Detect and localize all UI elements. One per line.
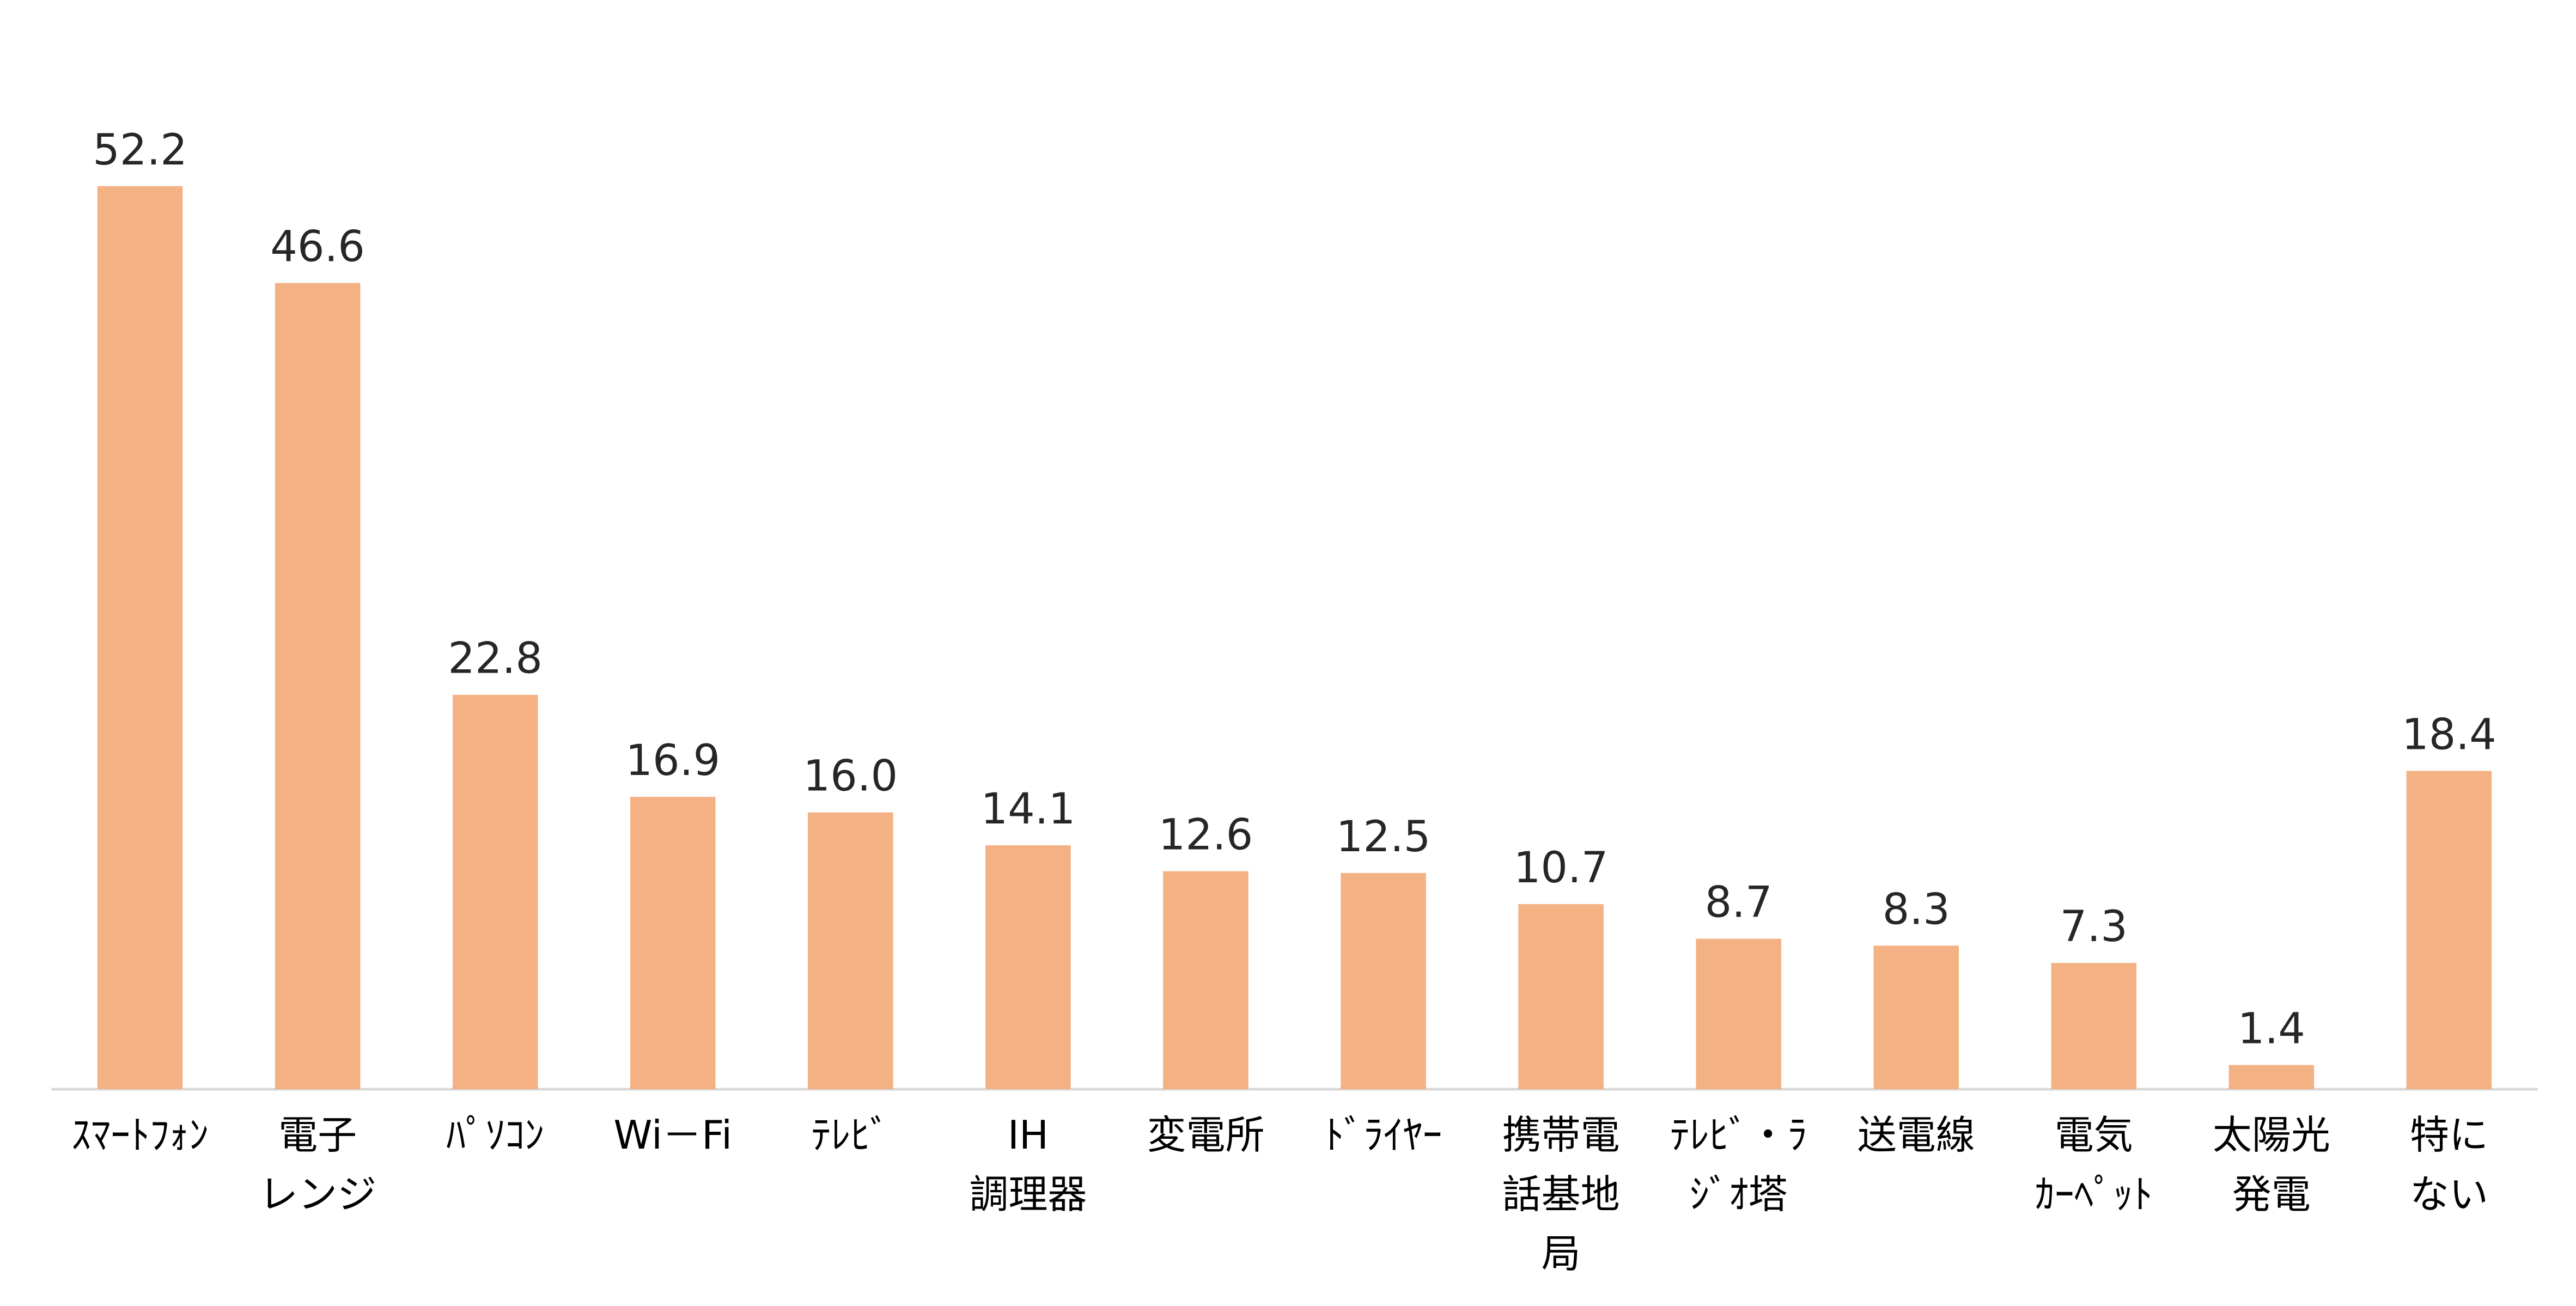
x-tick-label: 太陽光 発電 (2212, 1112, 2330, 1217)
bar (1873, 945, 1959, 1089)
x-tick-label: ﾃﾚﾋﾞ・ﾗ ｼﾞｵ塔 (1670, 1112, 1807, 1217)
x-tick-label: 送電線 (1857, 1112, 1975, 1158)
bar (808, 812, 893, 1089)
x-tick-label: Wi－Fi (613, 1112, 733, 1158)
bar (452, 694, 538, 1089)
data-label: 14.1 (981, 785, 1076, 834)
data-label: 8.3 (1883, 885, 1950, 934)
x-tick-label: ﾄﾞﾗｲﾔｰ (1324, 1112, 1442, 1158)
x-tick-label: ｽﾏｰﾄﾌｫﾝ (71, 1112, 209, 1158)
data-label: 7.3 (2060, 902, 2128, 951)
bar (1696, 938, 1781, 1089)
data-label: 46.6 (270, 223, 365, 272)
data-label: 16.9 (625, 736, 720, 785)
bar (1341, 872, 1426, 1089)
bar (2406, 771, 2492, 1089)
data-label: 12.6 (1159, 811, 1253, 860)
data-label: 52.2 (93, 126, 187, 175)
data-label: 1.4 (2238, 1005, 2305, 1054)
data-label: 22.8 (448, 634, 543, 683)
x-tick-label: 電子 レンジ (259, 1112, 377, 1217)
data-label: 10.7 (1514, 844, 1609, 893)
x-tick-label: 特に ない (2409, 1112, 2488, 1217)
x-tick-label: 電気 ｶｰﾍﾟｯﾄ (2035, 1112, 2153, 1217)
x-tick-label: IH 調理器 (969, 1112, 1087, 1217)
x-tick-label: ﾃﾚﾋﾞ (811, 1112, 890, 1158)
bar (275, 283, 361, 1089)
data-label: 18.4 (2402, 710, 2496, 759)
data-label: 16.0 (803, 752, 898, 801)
bar (97, 186, 183, 1089)
x-tick-label: ﾊﾟｿｺﾝ (446, 1112, 545, 1158)
data-label: 8.7 (1705, 878, 1773, 927)
data-label: 12.5 (1336, 813, 1431, 862)
bar (1518, 904, 1604, 1089)
x-tick-label: 変電所 (1147, 1112, 1265, 1158)
bar (1163, 871, 1249, 1089)
bar (2051, 963, 2137, 1089)
bar (985, 845, 1071, 1089)
bar (2228, 1065, 2315, 1089)
x-tick-label: 携帯電 話基地 局 (1502, 1112, 1620, 1277)
bar (630, 797, 716, 1089)
